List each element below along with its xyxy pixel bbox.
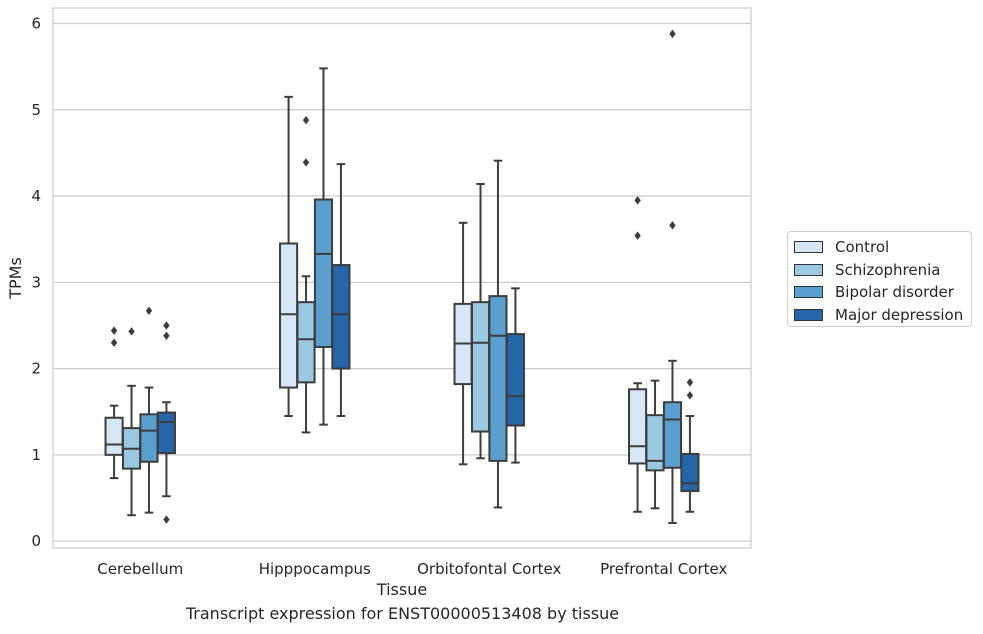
box-body	[488, 295, 508, 462]
y-tick-label: 5	[31, 101, 41, 119]
outlier-point	[634, 231, 641, 240]
legend-swatch	[794, 263, 823, 276]
box-body	[331, 264, 351, 370]
outlier-point	[163, 321, 170, 330]
box	[488, 159, 508, 509]
outlier-point	[110, 338, 118, 347]
y-tick-label: 4	[31, 187, 41, 205]
legend-swatch	[794, 308, 823, 321]
box	[662, 29, 683, 524]
box	[505, 287, 525, 464]
box	[296, 115, 316, 434]
chart-caption: Transcript expression for ENST0000051340…	[185, 604, 620, 623]
box-body	[505, 333, 525, 427]
y-tick-label: 6	[31, 15, 41, 33]
box	[628, 196, 648, 513]
outlier-point	[145, 306, 153, 315]
outlier-point	[163, 331, 170, 340]
box	[680, 378, 700, 513]
outlier-point	[686, 391, 694, 400]
outlier-point	[669, 29, 676, 39]
box	[331, 163, 351, 418]
outlier-point	[686, 378, 694, 387]
legend-label: Major depression	[835, 305, 964, 324]
box-body	[645, 414, 665, 472]
grid-lines	[53, 22, 751, 542]
box	[470, 182, 491, 460]
y-tick-label: 3	[31, 273, 41, 291]
legend: Control Schizophrenia Bipolar disorder Majo…	[787, 231, 972, 327]
x-axis-label: Tissue	[376, 580, 427, 599]
legend-swatch	[794, 241, 823, 254]
y-tick-label: 2	[31, 360, 41, 378]
box-body	[279, 242, 299, 389]
y-axis-label: TPMs	[6, 257, 25, 300]
box-body	[470, 301, 491, 433]
box-body	[156, 411, 176, 455]
legend-label: Bipolar disorder	[835, 283, 954, 302]
box-body	[680, 452, 700, 493]
box	[453, 221, 473, 466]
series-control	[104, 95, 648, 513]
box	[313, 67, 334, 426]
series-bipolar-disorder	[139, 29, 683, 524]
box-body	[662, 401, 683, 469]
outlier-point	[128, 327, 135, 336]
outlier-point	[634, 196, 641, 205]
box-body	[139, 413, 159, 463]
box-body	[628, 388, 648, 465]
outlier-point	[163, 515, 170, 524]
box-body	[104, 416, 124, 456]
x-tick-label: Prefrontal Cortex	[600, 560, 727, 578]
box	[156, 321, 176, 524]
outlier-point	[302, 158, 310, 167]
series-schizophrenia	[121, 115, 665, 517]
box	[139, 306, 159, 514]
box	[279, 95, 299, 418]
y-tick-label: 0	[31, 532, 41, 550]
x-tick-label: Cerebellum	[97, 560, 183, 578]
box-series	[104, 29, 700, 524]
legend-item: Schizophrenia	[794, 259, 971, 282]
outlier-point	[302, 115, 310, 125]
x-tick-labels: Cerebellum Hipppocampus Orbitofontal Corte…	[97, 560, 727, 578]
outlier-point	[110, 326, 118, 335]
legend-label: Control	[835, 238, 890, 257]
plot-frame	[52, 7, 752, 549]
x-tick-label: Orbitofontal Cortex	[417, 560, 561, 578]
y-tick-label: 1	[31, 446, 41, 464]
y-tick-labels: 0 1 2 3 4 5 6	[31, 15, 41, 551]
x-tick-label: Hipppocampus	[259, 560, 371, 578]
legend-item: Bipolar disorder	[794, 281, 971, 304]
series-major-depression	[156, 163, 700, 524]
legend-swatch	[794, 286, 823, 299]
box-body	[313, 198, 334, 349]
box	[121, 327, 142, 517]
legend-item: Control	[794, 236, 971, 259]
box	[104, 326, 124, 480]
box	[645, 379, 665, 510]
box-body	[296, 301, 316, 384]
legend-item: Major depression	[794, 304, 971, 327]
outlier-point	[669, 221, 676, 230]
legend-label: Schizophrenia	[835, 260, 941, 279]
